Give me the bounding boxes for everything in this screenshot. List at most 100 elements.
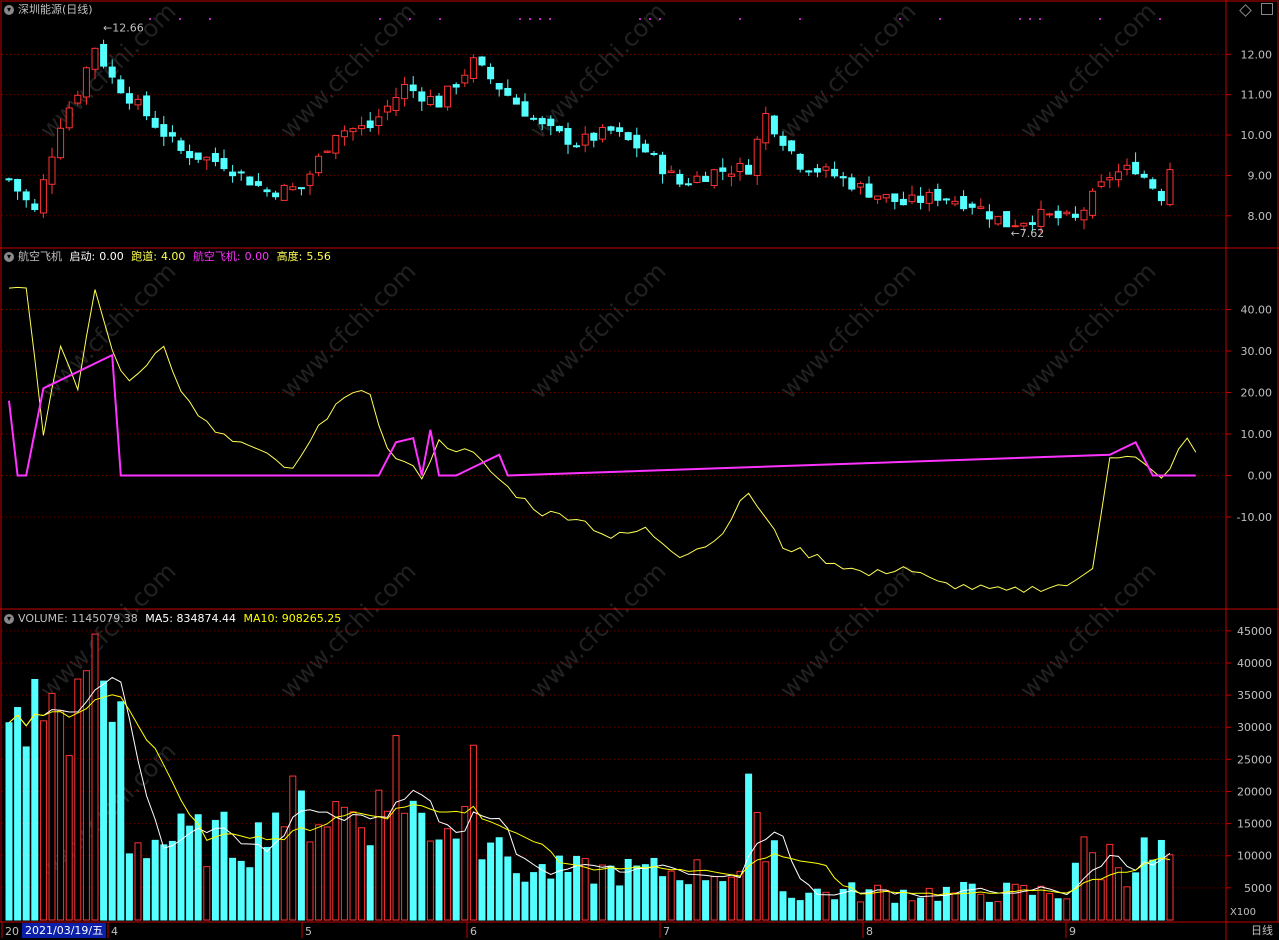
volume-bar — [753, 812, 761, 921]
candle-body — [220, 158, 228, 170]
candle-body — [865, 183, 873, 198]
volume-bar — [168, 840, 176, 921]
volume-label: VOLUME: — [18, 612, 68, 625]
volume-bar — [1114, 867, 1122, 921]
volume-bar — [65, 755, 73, 921]
candle-body — [375, 116, 383, 127]
volume-bar — [839, 888, 847, 921]
volume-bar — [1037, 885, 1045, 921]
volume-bar — [194, 814, 202, 921]
candle-body — [1037, 208, 1045, 227]
volume-bar — [401, 812, 409, 921]
volume-bar — [74, 678, 82, 921]
candle-body — [985, 211, 993, 220]
candle-body — [143, 95, 151, 117]
price-tick-label: 10.00 — [1241, 129, 1273, 142]
x-axis-label: 7 — [663, 925, 670, 938]
candle-body — [168, 132, 176, 137]
candle-body — [426, 95, 434, 106]
candle-body — [82, 67, 90, 98]
ma5-line — [8, 676, 1171, 898]
candle-body — [616, 127, 624, 132]
volume-bar — [676, 880, 684, 921]
candle-body — [1149, 179, 1157, 189]
signal-dot — [1039, 18, 1041, 20]
volume-bar — [822, 891, 830, 921]
chevron-down-icon[interactable]: ▾ — [4, 252, 14, 262]
volume-bar — [899, 889, 907, 921]
candle-body — [753, 138, 761, 176]
candle-body — [1071, 213, 1079, 218]
signal-dot — [1019, 18, 1021, 20]
candle-body — [349, 128, 357, 133]
candle-body — [366, 120, 374, 129]
candle-body — [882, 193, 890, 199]
signal-dot — [529, 18, 531, 20]
signal-dot — [439, 18, 441, 20]
volume-bar — [1063, 898, 1071, 921]
volume-bar — [452, 838, 460, 921]
candle-body — [874, 195, 882, 200]
candle-body — [1020, 222, 1028, 227]
volume-bar — [942, 886, 950, 921]
candle-body — [1028, 222, 1036, 225]
volume-bar — [805, 892, 813, 921]
candle-body — [581, 133, 589, 146]
candle-body — [779, 135, 787, 146]
candle-body — [684, 183, 692, 186]
candle-body — [358, 125, 366, 130]
volume-bar — [504, 856, 512, 921]
signal-dot — [409, 18, 411, 20]
volume-bar — [530, 872, 538, 921]
volume-bar — [598, 864, 606, 921]
candle-body — [831, 168, 839, 177]
chevron-down-icon[interactable]: ▾ — [4, 614, 14, 624]
watermark-text: www.cfchi.com — [1014, 0, 1161, 144]
candle-body — [444, 85, 452, 108]
volume-bar — [607, 865, 615, 921]
candle-body — [74, 94, 82, 104]
volume-tick-label: 30000 — [1237, 721, 1272, 734]
candle-body — [100, 43, 108, 67]
period-label[interactable]: 日线 — [1251, 924, 1273, 937]
maximize-icon[interactable] — [1261, 3, 1273, 15]
watermark-text: www.cfchi.com — [774, 0, 921, 144]
x-axis-label: 9 — [1069, 925, 1076, 938]
signal-dot — [899, 18, 901, 20]
volume-bar — [375, 789, 383, 921]
candle-body — [788, 140, 796, 152]
volume-bar — [211, 819, 219, 921]
volume-tick-label: 15000 — [1237, 818, 1272, 831]
candle-body — [65, 107, 73, 129]
watermark-text: www.cfchi.com — [1014, 557, 1161, 704]
volume-bar — [495, 837, 503, 921]
watermark-text: www.cfchi.com — [34, 737, 181, 884]
volume-bar — [203, 866, 211, 921]
candle-body — [624, 132, 632, 141]
volume-bar — [246, 867, 254, 921]
candle-body — [401, 83, 409, 100]
candle-body — [891, 193, 899, 202]
candle-body — [934, 188, 942, 201]
candle-body — [547, 118, 555, 127]
candle-body — [306, 173, 314, 186]
chevron-down-icon[interactable]: ▾ — [4, 5, 14, 15]
candle-body — [727, 173, 735, 177]
volume-bar — [684, 884, 692, 921]
volume-bar — [1149, 859, 1157, 921]
window-controls — [1233, 3, 1273, 18]
candle-body — [667, 170, 675, 174]
candle-body — [280, 184, 288, 201]
diamond-icon[interactable] — [1238, 4, 1252, 17]
volume-bar — [1054, 898, 1062, 921]
candle-body — [1089, 190, 1097, 216]
volume-bar — [306, 841, 314, 921]
candle-body — [908, 194, 916, 203]
candle-body — [134, 98, 142, 106]
candle-body — [160, 124, 168, 137]
candle-body — [177, 140, 185, 151]
candle-body — [968, 203, 976, 208]
candle-body — [435, 95, 443, 108]
candle-body — [641, 143, 649, 153]
